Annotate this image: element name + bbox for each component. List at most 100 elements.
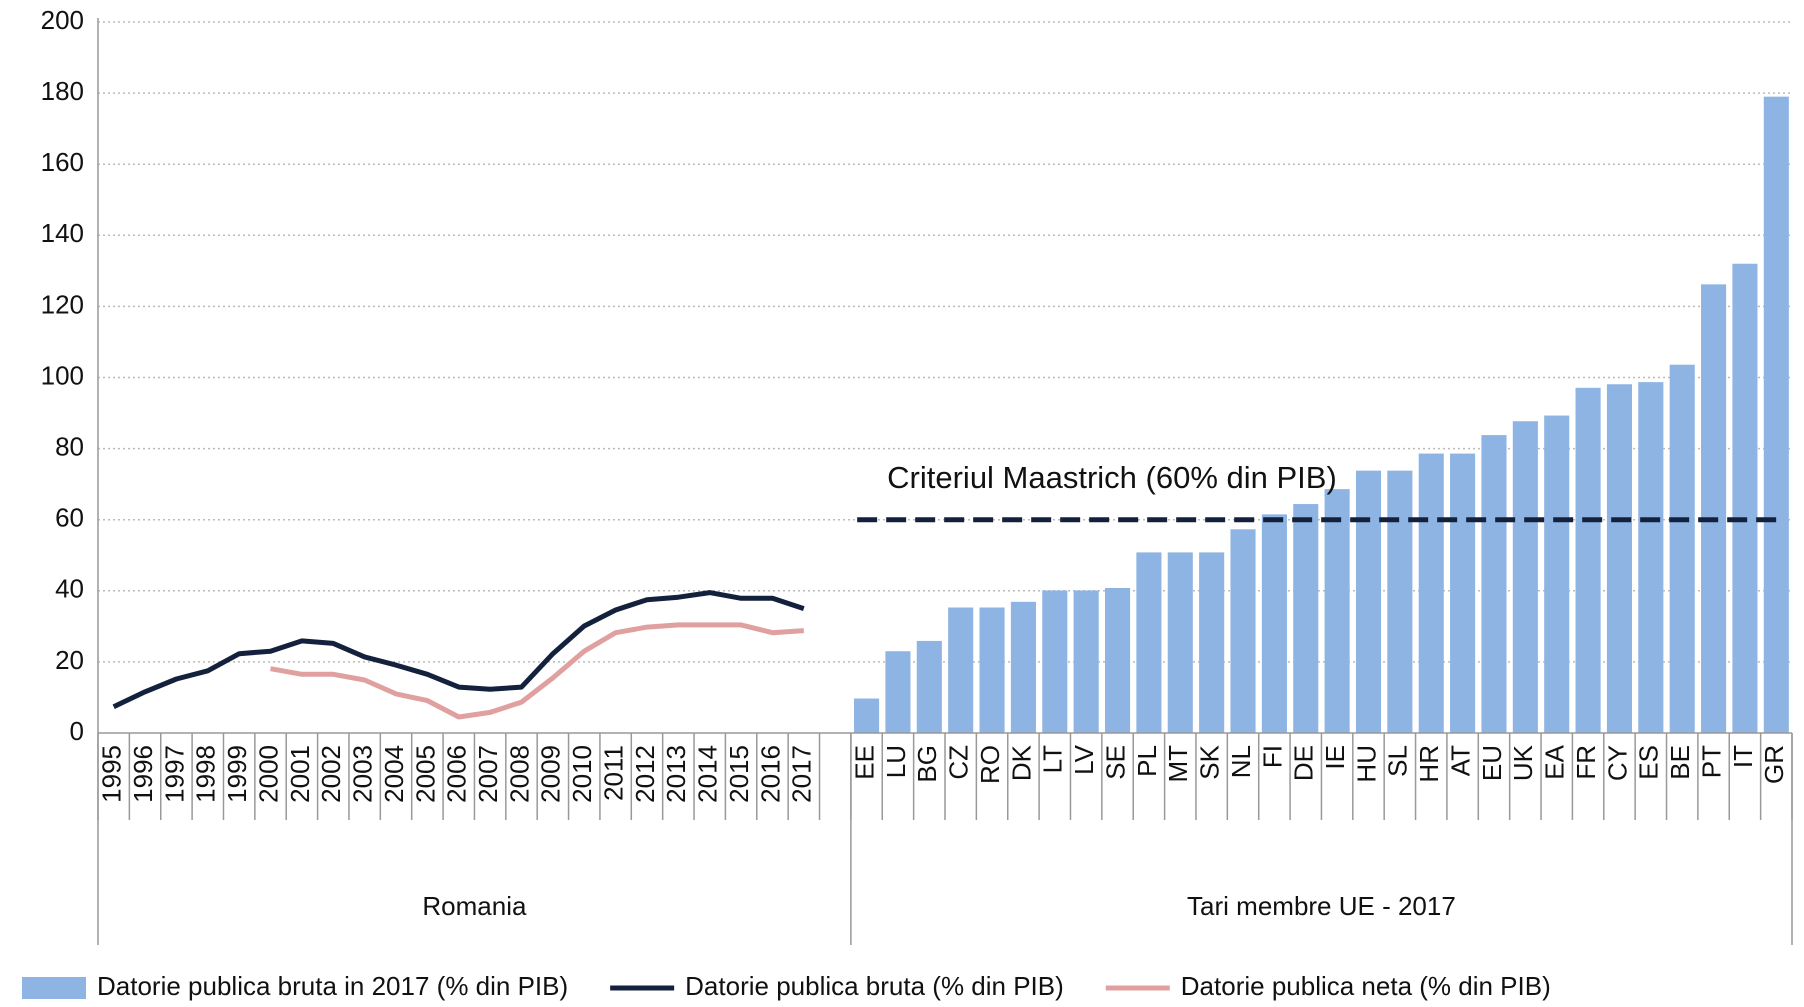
line: [270, 622, 804, 720]
x-tick-label: BE: [1665, 745, 1695, 780]
y-tick-label: 0: [70, 716, 84, 746]
x-tick-label: 2008: [504, 745, 534, 803]
y-tick-label: 120: [41, 289, 84, 319]
legend-label: Datorie publica neta (% din PIB): [1181, 971, 1551, 1001]
x-tick-label: 2000: [253, 745, 283, 803]
x-tick-label: 2007: [473, 745, 503, 803]
bar: [1701, 284, 1727, 733]
x-tick-label: MT: [1163, 745, 1193, 783]
bar: [885, 651, 911, 733]
x-tick-label: 2009: [536, 745, 566, 803]
x-tick-label: EE: [849, 745, 879, 780]
legend-swatch: [22, 977, 86, 999]
x-tick-label: ES: [1634, 745, 1664, 780]
x-tick-label: BG: [912, 745, 942, 783]
y-tick-label: 180: [41, 76, 84, 106]
bar: [1732, 263, 1758, 733]
x-tick-label: HR: [1414, 745, 1444, 783]
x-tick-label: 2017: [787, 745, 817, 803]
x-tick-label: HU: [1351, 745, 1381, 783]
x-tick-label: NL: [1226, 745, 1256, 778]
x-tick-label: 2002: [316, 745, 346, 803]
x-tick-label: SK: [1195, 744, 1225, 779]
bar: [1199, 552, 1225, 733]
x-tick-label: PL: [1132, 745, 1162, 777]
bar: [1167, 552, 1193, 733]
x-tick-label: AT: [1445, 745, 1475, 776]
bar: [1512, 421, 1538, 733]
y-tick-label: 160: [41, 147, 84, 177]
reference-label: Criteriul Maastrich (60% din PIB): [887, 460, 1337, 495]
x-tick-label: 2001: [285, 745, 315, 803]
bar: [1544, 415, 1570, 733]
bar: [1575, 387, 1601, 733]
x-tick-label: 2015: [724, 745, 754, 803]
bar: [916, 640, 942, 733]
x-tick-label: FI: [1257, 745, 1287, 768]
bar: [1010, 601, 1036, 733]
bar: [1418, 453, 1444, 733]
y-tick-label: 40: [55, 574, 84, 604]
x-tick-label: RO: [975, 745, 1005, 784]
x-tick-label: IE: [1320, 745, 1350, 770]
x-tick-label: LU: [881, 745, 911, 778]
x-tick-label: 2016: [755, 745, 785, 803]
x-tick-label: 2004: [379, 745, 409, 803]
x-tick-label: 2014: [693, 745, 723, 803]
bar: [1606, 384, 1633, 733]
x-tick-label: LT: [1038, 745, 1068, 774]
x-tick-label: PT: [1696, 745, 1726, 778]
line: [112, 590, 805, 709]
x-tick-label: CZ: [944, 745, 974, 780]
bar: [1293, 504, 1319, 733]
x-tick-label: 2005: [410, 745, 440, 803]
x-tick-label: EU: [1477, 745, 1507, 781]
x-tick-label: 1995: [97, 745, 127, 803]
bar: [1481, 435, 1507, 733]
bar: [1230, 529, 1256, 733]
bar: [1324, 489, 1350, 733]
x-tick-label: EA: [1540, 744, 1570, 779]
bar: [948, 607, 974, 733]
legend-label: Datorie publica bruta (% din PIB): [685, 971, 1064, 1001]
bar: [1638, 382, 1664, 733]
x-tick-label: 2012: [630, 745, 660, 803]
x-tick-label: CY: [1602, 745, 1632, 781]
bar: [1261, 514, 1287, 733]
bar: [1669, 364, 1695, 733]
x-tick-label: 1996: [128, 745, 158, 803]
bar: [979, 607, 1005, 733]
x-tick-label: SL: [1383, 745, 1413, 777]
x-tick-label: 2013: [661, 745, 691, 803]
x-tick-label: 2003: [348, 745, 378, 803]
x-tick-label: 1997: [159, 745, 189, 803]
bar: [1073, 590, 1099, 733]
x-tick-label: DE: [1289, 745, 1319, 781]
y-tick-label: 100: [41, 360, 84, 390]
y-tick-label: 60: [55, 503, 84, 533]
x-tick-label: IT: [1728, 745, 1758, 768]
x-tick-label: GR: [1759, 745, 1789, 784]
x-tick-label: 2010: [567, 745, 597, 803]
x-tick-label: SE: [1100, 745, 1130, 780]
x-tick-label: UK: [1508, 744, 1538, 781]
x-tick-label: 1999: [222, 745, 252, 803]
y-tick-label: 140: [41, 218, 84, 248]
x-tick-label: 2011: [598, 745, 628, 801]
x-tick-label: FR: [1571, 745, 1601, 780]
legend-label: Datorie publica bruta in 2017 (% din PIB…: [97, 971, 568, 1001]
x-tick-label: 2006: [442, 745, 472, 803]
bar: [1355, 470, 1382, 733]
y-tick-label: 200: [41, 5, 84, 35]
bar: [1042, 590, 1068, 733]
y-tick-label: 20: [55, 645, 84, 675]
bar: [1763, 96, 1789, 733]
bar: [1104, 587, 1131, 733]
bar: [1387, 470, 1413, 733]
bar: [1136, 552, 1162, 733]
group-label: Romania: [422, 891, 527, 921]
bar: [854, 698, 880, 733]
y-tick-label: 80: [55, 431, 84, 461]
x-tick-label: DK: [1006, 744, 1036, 781]
